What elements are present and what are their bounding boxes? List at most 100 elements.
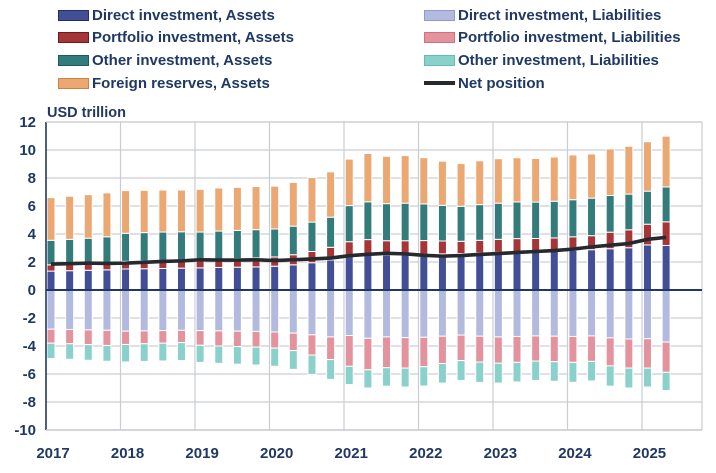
bar-segment-direct-liabilities xyxy=(232,289,242,332)
x-tick-label: 2021 xyxy=(334,445,368,462)
legend-item-direct-liabilities: Direct investment, Liabilities xyxy=(424,6,661,24)
bar-segment-other-liabilities xyxy=(642,367,652,388)
bar-segment-portfolio-liabilities xyxy=(624,338,634,369)
bar-segment-other-liabilities xyxy=(512,361,522,383)
bar-segment-portfolio-assets xyxy=(363,239,373,255)
bar-segment-foreign-reserves xyxy=(176,189,186,233)
bar-segment-direct-assets xyxy=(251,266,261,291)
bar-segment-other-liabilities xyxy=(307,354,317,375)
bar-segment-portfolio-liabilities xyxy=(344,335,354,367)
bar-segment-other-assets xyxy=(363,201,373,241)
bar-segment-other-assets xyxy=(139,232,149,262)
legend-item-net-position: Net position xyxy=(424,74,545,92)
bar-segment-other-assets xyxy=(568,199,578,238)
bar-segment-portfolio-liabilities xyxy=(382,336,392,369)
bar-segment-other-assets xyxy=(661,186,671,223)
bar-segment-direct-liabilities xyxy=(344,289,354,336)
bar-segment-other-liabilities xyxy=(382,367,392,387)
bar-segment-portfolio-assets xyxy=(437,240,447,255)
bar-segment-direct-assets xyxy=(65,270,75,291)
bar-segment-direct-assets xyxy=(456,253,466,291)
bar-segment-other-liabilities xyxy=(270,347,280,367)
x-tick-label: 2019 xyxy=(185,445,219,462)
bar-segment-other-liabilities xyxy=(326,359,336,380)
bar-segment-direct-assets xyxy=(382,254,392,291)
foreign-reserves-legend-swatch xyxy=(58,77,89,89)
bar-segment-portfolio-liabilities xyxy=(65,328,75,345)
bar-segment-other-liabilities xyxy=(251,346,261,366)
bar-segment-portfolio-liabilities xyxy=(549,335,559,363)
bar-segment-direct-liabilities xyxy=(288,289,298,334)
legend-label: Direct investment, Liabilities xyxy=(458,6,662,24)
bar-segment-other-liabilities xyxy=(232,346,242,365)
bar-segment-direct-assets xyxy=(176,267,186,291)
bar-segment-other-assets xyxy=(158,231,168,262)
bar-segment-direct-assets xyxy=(661,244,671,291)
bar-segment-foreign-reserves xyxy=(83,194,93,239)
y-tick-label: 12 xyxy=(19,114,36,131)
bar-segment-other-liabilities xyxy=(65,343,75,360)
y-axis-unit-label: USD trillion xyxy=(47,105,126,121)
y-tick-label: -2 xyxy=(22,310,36,327)
bar-segment-direct-liabilities xyxy=(456,289,466,336)
bar-segment-portfolio-assets xyxy=(642,223,652,246)
legend-label: Portfolio investment, Assets xyxy=(92,29,294,47)
bar-segment-direct-liabilities xyxy=(139,289,149,332)
legend-label: Other investment, Assets xyxy=(92,51,273,69)
bar-segment-other-liabilities xyxy=(568,361,578,383)
bar-segment-foreign-reserves xyxy=(419,157,429,205)
bar-segment-foreign-reserves xyxy=(121,190,131,234)
bar-segment-portfolio-liabilities xyxy=(307,334,317,356)
bar-segment-direct-liabilities xyxy=(400,289,410,339)
bar-segment-other-assets xyxy=(288,225,298,256)
bar-segment-other-assets xyxy=(512,201,522,240)
bar-segment-direct-assets xyxy=(568,249,578,291)
bar-segment-other-liabilities xyxy=(400,367,410,388)
bar-segment-direct-assets xyxy=(624,247,634,291)
legend-item-portfolio-liabilities: Portfolio investment, Liabilities xyxy=(424,29,681,47)
bar-segment-foreign-reserves xyxy=(475,160,485,206)
bar-segment-other-liabilities xyxy=(214,345,224,364)
bar-segment-other-assets xyxy=(475,204,485,241)
bar-segment-direct-assets xyxy=(549,250,559,291)
bar-segment-direct-liabilities xyxy=(475,289,485,337)
bar-segment-direct-assets xyxy=(587,249,597,291)
legend-item-portfolio-assets: Portfolio investment, Assets xyxy=(58,29,294,47)
bar-segment-portfolio-assets xyxy=(419,240,429,255)
bar-segment-direct-liabilities xyxy=(363,289,373,339)
bar-segment-direct-assets xyxy=(46,270,56,291)
net-position-legend-swatch xyxy=(424,81,455,85)
bar-segment-foreign-reserves xyxy=(661,135,671,188)
bar-segment-foreign-reserves xyxy=(195,188,205,233)
bar-segment-direct-liabilities xyxy=(605,289,615,339)
bar-segment-foreign-reserves xyxy=(270,185,280,230)
bar-segment-portfolio-liabilities xyxy=(46,328,56,344)
bar-segment-direct-assets xyxy=(493,251,503,291)
bar-segment-direct-assets xyxy=(195,267,205,291)
x-tick-label: 2020 xyxy=(259,445,294,462)
bar-segment-direct-liabilities xyxy=(512,289,522,337)
bar-segment-portfolio-liabilities xyxy=(661,341,671,373)
bar-segment-foreign-reserves xyxy=(549,156,559,202)
bar-segment-other-assets xyxy=(251,229,261,259)
bar-segment-other-liabilities xyxy=(46,342,56,360)
bar-segment-portfolio-liabilities xyxy=(605,337,615,367)
bar-segment-foreign-reserves xyxy=(642,141,652,192)
bar-segment-foreign-reserves xyxy=(400,155,410,204)
bar-segment-direct-liabilities xyxy=(382,289,392,338)
bar-segment-other-liabilities xyxy=(139,343,149,362)
y-tick-label: 10 xyxy=(19,142,36,159)
bar-segment-other-assets xyxy=(549,200,559,239)
bar-segment-direct-liabilities xyxy=(587,289,597,337)
bar-segment-other-assets xyxy=(437,204,447,242)
bar-segment-other-assets xyxy=(307,221,317,253)
bar-segment-portfolio-liabilities xyxy=(176,329,186,344)
other-assets-legend-swatch xyxy=(58,54,89,66)
bar-segment-direct-assets xyxy=(139,268,149,291)
bar-segment-direct-liabilities xyxy=(83,289,93,331)
bar-segment-foreign-reserves xyxy=(587,153,597,199)
bar-segment-foreign-reserves xyxy=(512,157,522,203)
bar-segment-direct-assets xyxy=(605,248,615,291)
bar-segment-portfolio-assets xyxy=(344,241,354,257)
